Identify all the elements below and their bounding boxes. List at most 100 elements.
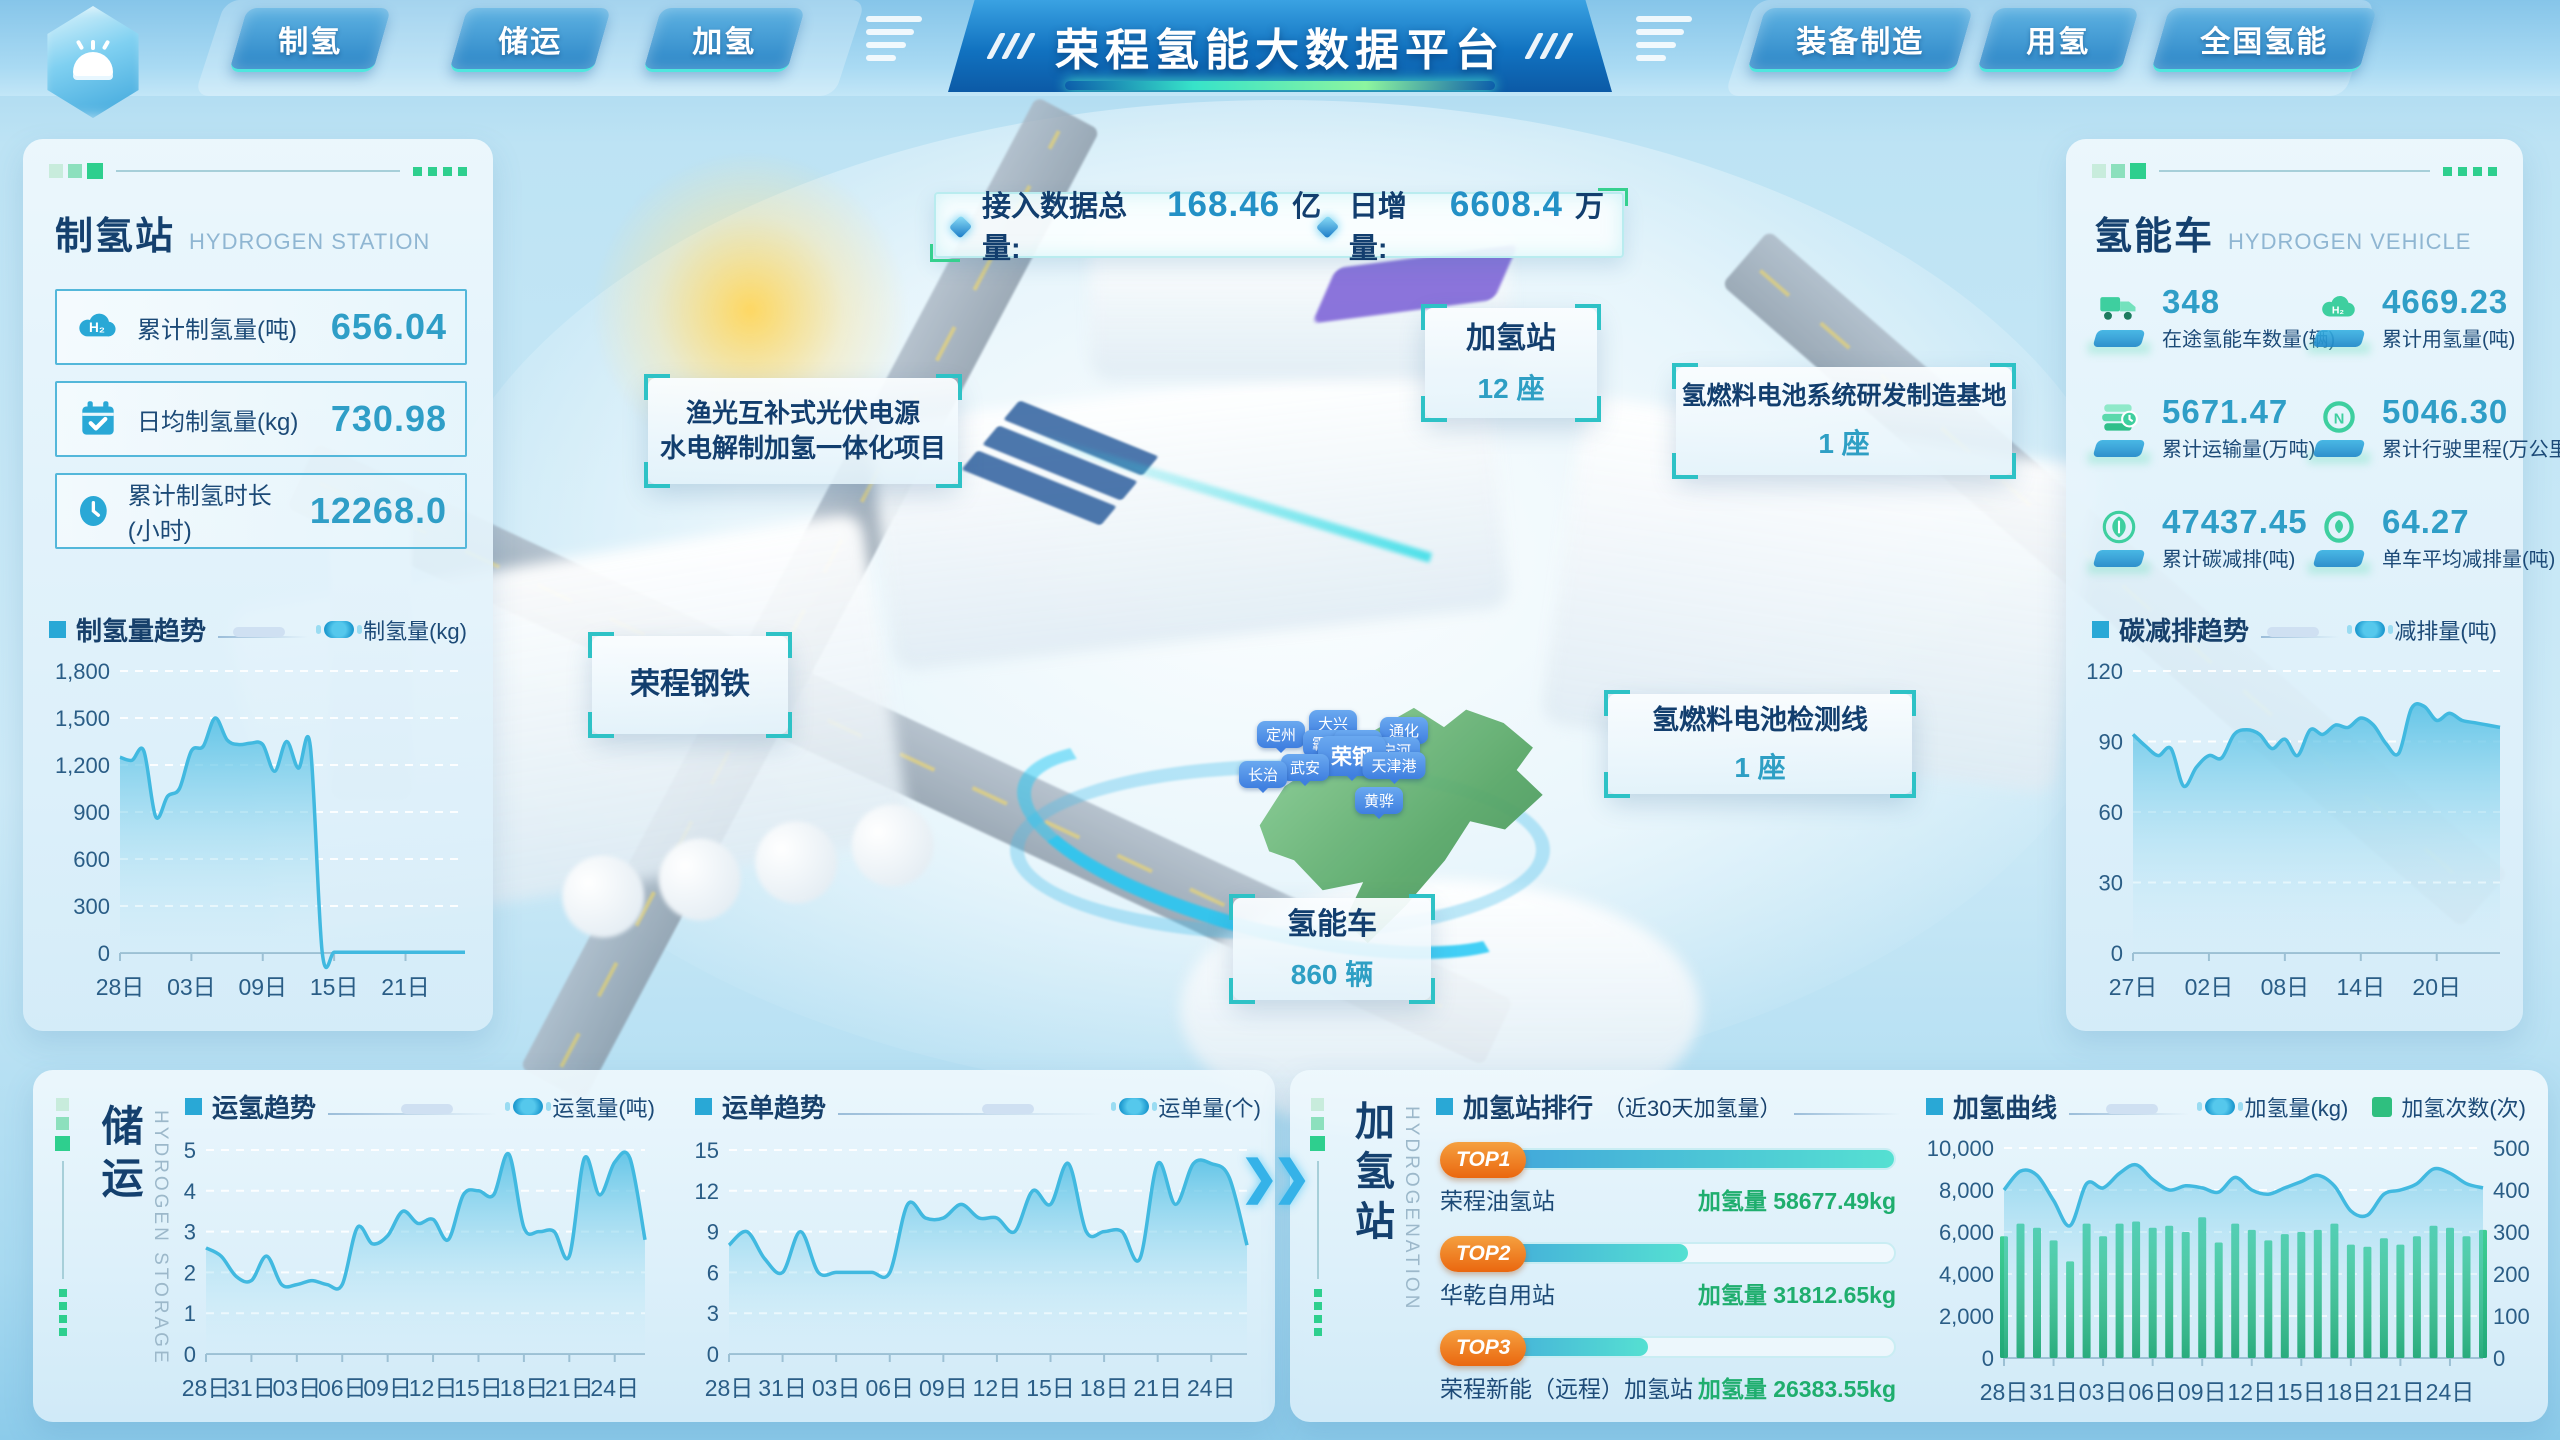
title-plate: 荣程氢能大数据平台 xyxy=(948,0,1612,92)
daily-increase-unit: 万 xyxy=(1574,191,1604,223)
svg-text:0: 0 xyxy=(184,1342,196,1367)
slash-deco-icon xyxy=(986,33,1036,59)
svg-text:200: 200 xyxy=(2493,1262,2530,1287)
panel-hydrogenation: 加氢站 HYDROGENATION 加氢站排行 （近30天加氢量） TOP1 荣… xyxy=(1290,1070,2548,1422)
total-data-value: 168.46 xyxy=(1167,185,1281,224)
svg-text:31日: 31日 xyxy=(227,1375,276,1401)
map-pin: 黄骅 xyxy=(1354,787,1404,814)
svg-text:1: 1 xyxy=(184,1301,196,1326)
callout-fuel-cell-test-line: 氢燃料电池检测线 1 座 xyxy=(1604,690,1916,798)
leaf-coin-icon xyxy=(2308,505,2370,571)
svg-text:06日: 06日 xyxy=(318,1375,367,1401)
svg-text:31日: 31日 xyxy=(758,1375,807,1401)
total-data-label: 接入数据总量: xyxy=(982,191,1128,265)
nav-deco-lines-left xyxy=(866,16,922,61)
svg-text:21日: 21日 xyxy=(1133,1375,1182,1401)
bar-legend-icon xyxy=(2372,1096,2393,1117)
nav-deco-lines-right xyxy=(1636,16,1692,61)
stat-avg-reduction: 64.27 单车平均减排量(吨) xyxy=(2308,503,2555,572)
title-glow-bar xyxy=(1065,81,1495,90)
svg-text:15日: 15日 xyxy=(2277,1379,2326,1405)
svg-text:09日: 09日 xyxy=(919,1375,968,1401)
svg-text:20日: 20日 xyxy=(2412,974,2461,1000)
svg-text:1,200: 1,200 xyxy=(55,753,110,778)
panel-deco xyxy=(55,1098,70,1336)
station-value: 加氢量 31812.65kg xyxy=(1697,1282,1896,1308)
svg-text:03日: 03日 xyxy=(812,1375,861,1401)
svg-text:15日: 15日 xyxy=(310,974,359,1000)
line-legend-icon xyxy=(1111,1098,1158,1115)
tab-national-hydrogen[interactable]: 全国氢能 xyxy=(2150,8,2378,72)
callout-rongcheng-steel: 荣程钢铁 xyxy=(588,632,792,738)
svg-text:0: 0 xyxy=(2493,1346,2505,1371)
svg-text:8,000: 8,000 xyxy=(1939,1178,1994,1203)
svg-text:3: 3 xyxy=(184,1220,196,1245)
svg-text:24日: 24日 xyxy=(1187,1375,1236,1401)
svg-text:28日: 28日 xyxy=(1980,1379,2029,1405)
svg-text:300: 300 xyxy=(73,894,110,919)
svg-text:08日: 08日 xyxy=(2261,974,2310,1000)
panel-subtitle: HYDROGEN STORAGE xyxy=(150,1110,171,1366)
panel-deco xyxy=(1310,1098,1325,1336)
stat-vehicles-en-route: 348 在途氢能车数量(辆) xyxy=(2088,283,2335,352)
panel-hydrogen-station: 制氢站 HYDROGEN STATION H₂ 累计制氢量(吨) 656.04 … xyxy=(23,139,493,1031)
tab-refueling[interactable]: 加氢 xyxy=(642,8,806,72)
svg-text:03日: 03日 xyxy=(167,974,216,1000)
tab-storage-transport[interactable]: 储运 xyxy=(448,8,612,72)
leaf-icon xyxy=(2088,505,2150,571)
svg-text:60: 60 xyxy=(2099,800,2123,825)
svg-text:27日: 27日 xyxy=(2109,974,2158,1000)
callout-line: 水电解制加氢一体化项目 xyxy=(660,433,947,463)
ranking-row: TOP3 荣程新能（远程）加氢站 加氢量 26383.55kg xyxy=(1440,1330,1896,1404)
svg-text:21日: 21日 xyxy=(545,1375,594,1401)
svg-text:15日: 15日 xyxy=(454,1375,503,1401)
daily-increase-value: 6608.4 xyxy=(1449,185,1563,224)
tab-hydrogen-production[interactable]: 制氢 xyxy=(228,8,392,72)
svg-text:21日: 21日 xyxy=(381,974,430,1000)
total-data-group: 接入数据总量: 168.46 亿 xyxy=(948,183,1321,267)
chart-underline xyxy=(218,626,309,638)
legend-production: 制氢量(kg) xyxy=(316,614,467,646)
svg-text:10,000: 10,000 xyxy=(1927,1136,1994,1161)
chart-bullet-icon xyxy=(185,1098,202,1115)
ranking-row: TOP1 荣程油氢站 加氢量 58677.49kg xyxy=(1440,1142,1896,1216)
svg-text:09日: 09日 xyxy=(2178,1379,2227,1405)
svg-text:500: 500 xyxy=(2493,1136,2530,1161)
panel-subtitle: HYDROGENATION xyxy=(1401,1106,1422,1312)
svg-text:1,500: 1,500 xyxy=(55,706,110,731)
tab-equipment-manufacturing[interactable]: 装备制造 xyxy=(1746,8,1974,72)
ranking-bar: TOP3 xyxy=(1440,1330,1896,1366)
truck-icon xyxy=(2088,285,2150,351)
stat-carbon-reduction: 47437.45 累计碳减排(吨) xyxy=(2088,503,2308,572)
chart-underline xyxy=(2069,1103,2190,1115)
callout-refueling-station: 加氢站 12 座 xyxy=(1421,304,1601,422)
panel-title: 制氢站 HYDROGEN STATION xyxy=(55,216,431,258)
svg-text:28日: 28日 xyxy=(96,974,145,1000)
callout-line: 渔光互补式光伏电源 xyxy=(686,397,921,428)
legend-refuel-bar: 加氢次数(次) xyxy=(2372,1091,2526,1123)
svg-text:400: 400 xyxy=(2493,1178,2530,1203)
svg-text:18日: 18日 xyxy=(1080,1375,1129,1401)
chart-underline xyxy=(838,1103,1104,1115)
svg-text:28日: 28日 xyxy=(705,1375,754,1401)
top2-badge: TOP2 xyxy=(1440,1236,1527,1272)
h2-cloud-icon: H₂ xyxy=(79,313,116,337)
svg-text:900: 900 xyxy=(73,800,110,825)
svg-text:0: 0 xyxy=(98,941,110,966)
gauge-icon: N xyxy=(2308,395,2370,461)
chart-bullet-icon xyxy=(49,621,66,638)
svg-text:90: 90 xyxy=(2099,730,2123,755)
chart-underline xyxy=(1793,1112,1900,1115)
legend-waybill: 运单量(个) xyxy=(1111,1091,1261,1123)
line-legend-icon xyxy=(316,621,363,638)
station-name: 华乾自用站 xyxy=(1440,1282,1555,1308)
stat-transport-volume: 5671.47 累计运输量(万吨) xyxy=(2088,393,2315,462)
svg-text:4,000: 4,000 xyxy=(1939,1262,1994,1287)
refueling-curve-chart: 0 2,000 4,000 6,000 8,000 10,000 0 100 200 300 400… xyxy=(1906,1130,2538,1410)
tab-hydrogen-use[interactable]: 用氢 xyxy=(1976,8,2140,72)
station-name: 荣程油氢站 xyxy=(1440,1188,1555,1214)
legend-refuel-line: 加氢量(kg) xyxy=(2197,1091,2348,1123)
stat-mileage: N 5046.30 累计行驶里程(万公里) xyxy=(2308,393,2560,462)
svg-text:12日: 12日 xyxy=(409,1375,458,1401)
